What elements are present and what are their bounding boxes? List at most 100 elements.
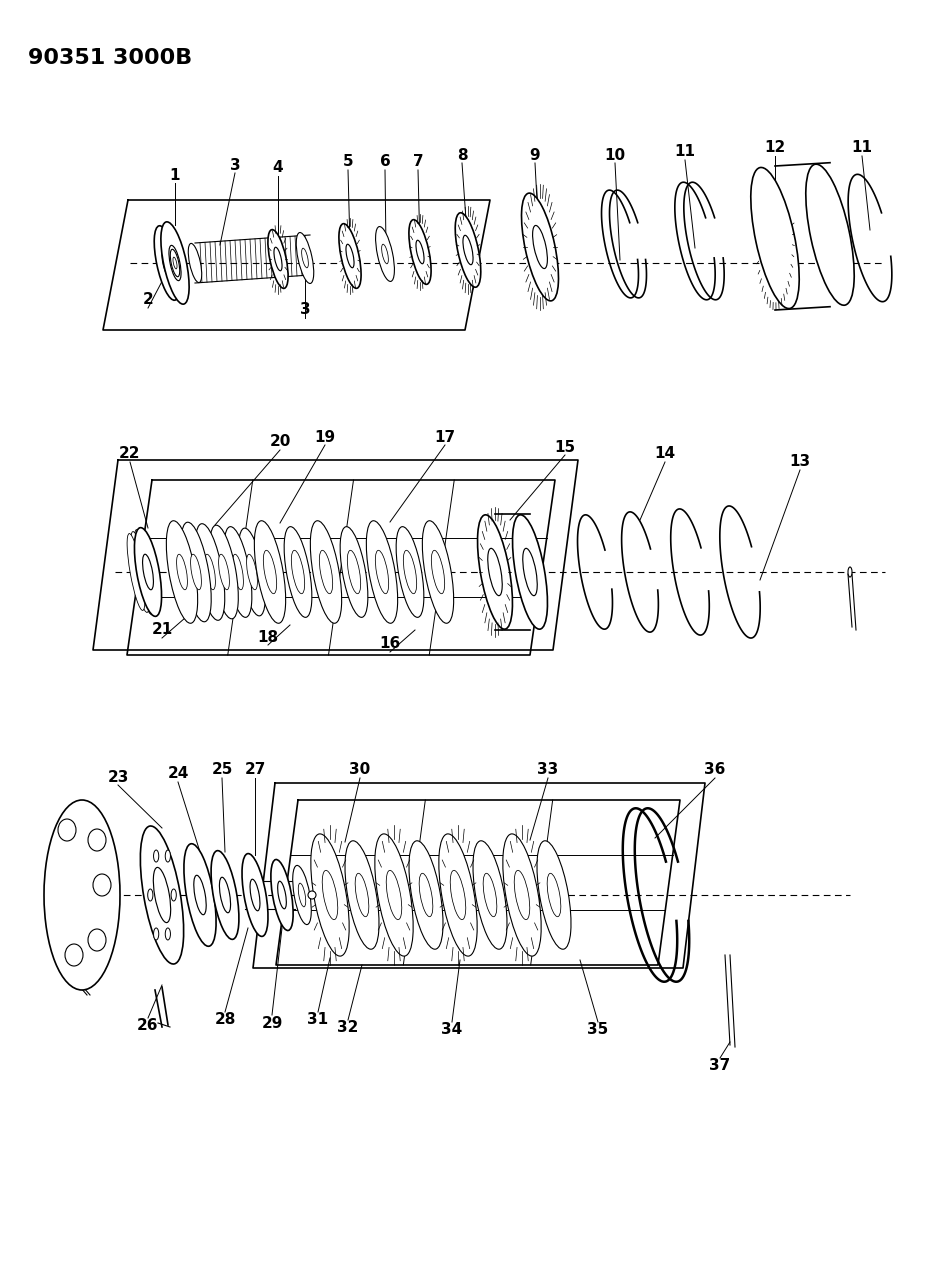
Ellipse shape: [143, 555, 154, 590]
Text: 13: 13: [789, 454, 811, 469]
Ellipse shape: [247, 555, 257, 590]
Ellipse shape: [58, 819, 76, 842]
Ellipse shape: [165, 850, 171, 862]
Text: 2: 2: [143, 292, 154, 307]
Text: 1: 1: [170, 167, 180, 182]
Ellipse shape: [450, 871, 466, 919]
Ellipse shape: [154, 226, 180, 300]
Ellipse shape: [503, 834, 541, 956]
Ellipse shape: [419, 873, 432, 917]
Ellipse shape: [293, 866, 311, 924]
Ellipse shape: [547, 873, 561, 917]
Text: 34: 34: [442, 1023, 462, 1038]
Ellipse shape: [181, 523, 212, 622]
Ellipse shape: [381, 245, 389, 264]
Ellipse shape: [264, 551, 277, 594]
Text: 19: 19: [314, 430, 336, 445]
Text: 7: 7: [413, 154, 423, 170]
Text: 14: 14: [654, 446, 676, 462]
Text: 26: 26: [137, 1019, 158, 1034]
Ellipse shape: [211, 850, 239, 940]
Ellipse shape: [242, 853, 268, 936]
Ellipse shape: [848, 567, 852, 578]
Ellipse shape: [396, 527, 424, 617]
Ellipse shape: [162, 249, 172, 278]
Ellipse shape: [296, 232, 314, 283]
Text: 9: 9: [529, 148, 541, 162]
Ellipse shape: [134, 529, 154, 615]
Text: 35: 35: [587, 1023, 609, 1038]
Text: 31: 31: [308, 1012, 329, 1028]
Text: 27: 27: [244, 762, 266, 778]
Ellipse shape: [93, 873, 111, 896]
Ellipse shape: [345, 840, 379, 949]
Ellipse shape: [806, 164, 855, 305]
Ellipse shape: [386, 871, 402, 919]
Text: 32: 32: [337, 1020, 359, 1035]
Ellipse shape: [455, 213, 481, 287]
Ellipse shape: [274, 247, 282, 270]
Ellipse shape: [339, 223, 361, 288]
Ellipse shape: [375, 834, 413, 956]
Text: 24: 24: [168, 766, 188, 782]
Text: 15: 15: [555, 440, 576, 454]
Ellipse shape: [169, 245, 181, 280]
Ellipse shape: [194, 875, 206, 914]
Ellipse shape: [161, 222, 189, 305]
Text: 6: 6: [379, 154, 391, 170]
Ellipse shape: [432, 551, 445, 594]
Ellipse shape: [267, 230, 288, 288]
Ellipse shape: [340, 527, 368, 617]
Text: 5: 5: [343, 154, 353, 170]
Ellipse shape: [141, 826, 184, 964]
Ellipse shape: [284, 527, 312, 617]
Text: 20: 20: [269, 435, 291, 450]
Ellipse shape: [463, 236, 473, 265]
Ellipse shape: [65, 944, 83, 966]
Text: 30: 30: [350, 762, 371, 778]
Text: 25: 25: [212, 762, 233, 778]
Ellipse shape: [154, 850, 158, 862]
Ellipse shape: [302, 249, 308, 268]
Ellipse shape: [219, 877, 230, 913]
Text: 11: 11: [675, 144, 695, 159]
Text: 22: 22: [119, 446, 141, 462]
Ellipse shape: [483, 873, 497, 917]
Ellipse shape: [487, 548, 502, 595]
Ellipse shape: [409, 219, 432, 284]
Ellipse shape: [154, 867, 171, 923]
Ellipse shape: [190, 555, 201, 590]
Text: 17: 17: [434, 430, 456, 445]
Ellipse shape: [298, 884, 306, 907]
Ellipse shape: [205, 555, 215, 590]
Ellipse shape: [322, 871, 337, 919]
Ellipse shape: [147, 889, 153, 901]
Ellipse shape: [422, 520, 454, 623]
Ellipse shape: [310, 520, 342, 623]
Ellipse shape: [233, 555, 243, 590]
Ellipse shape: [165, 928, 171, 940]
Ellipse shape: [173, 258, 177, 269]
Text: 90351 3000B: 90351 3000B: [28, 48, 192, 68]
Text: 38: 38: [48, 900, 69, 915]
Ellipse shape: [176, 555, 187, 590]
Ellipse shape: [195, 524, 225, 621]
Text: 29: 29: [261, 1015, 282, 1030]
Ellipse shape: [166, 520, 198, 623]
Ellipse shape: [366, 520, 398, 623]
Ellipse shape: [523, 548, 537, 595]
Ellipse shape: [239, 528, 266, 616]
Ellipse shape: [473, 840, 507, 949]
Ellipse shape: [439, 834, 477, 956]
Ellipse shape: [346, 245, 354, 268]
Ellipse shape: [376, 227, 394, 282]
Text: 18: 18: [257, 630, 279, 644]
Ellipse shape: [184, 844, 216, 946]
Text: 16: 16: [379, 636, 401, 652]
Ellipse shape: [224, 527, 252, 617]
Ellipse shape: [271, 859, 294, 931]
Ellipse shape: [404, 551, 417, 594]
Ellipse shape: [127, 533, 144, 611]
Ellipse shape: [308, 891, 316, 899]
Ellipse shape: [188, 244, 201, 283]
